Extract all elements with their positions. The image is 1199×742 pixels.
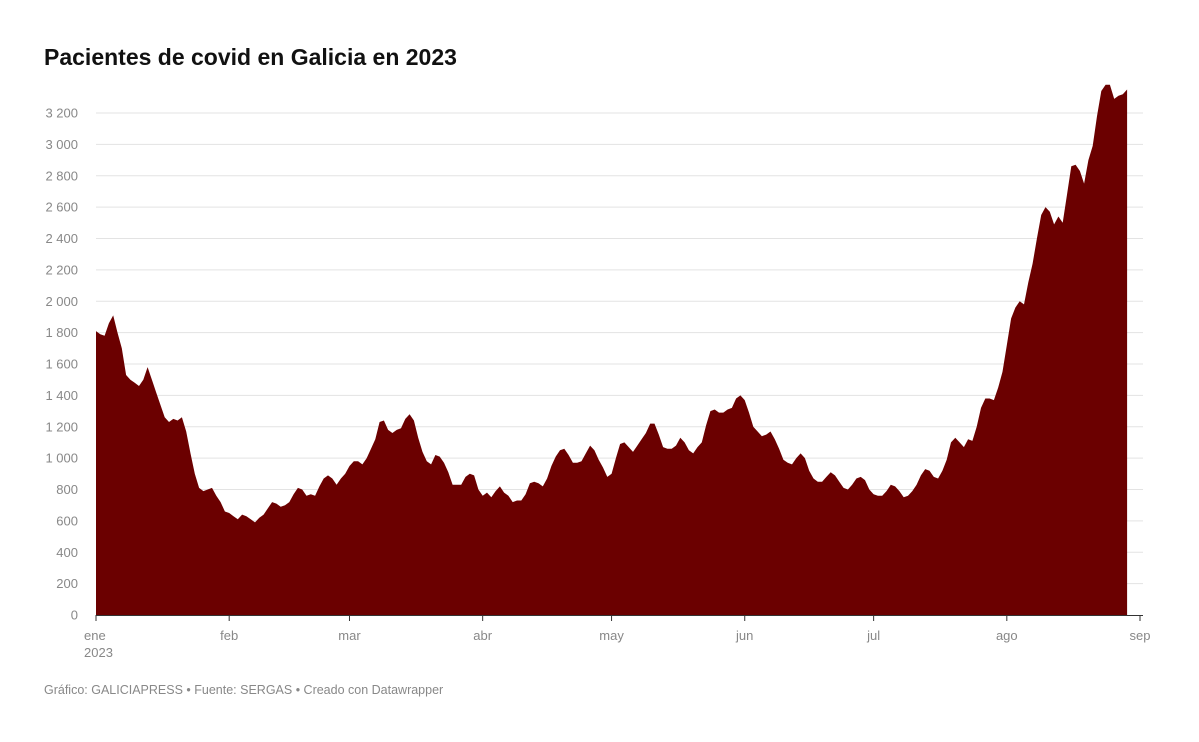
x-tick-label: mar bbox=[338, 628, 361, 643]
y-tick-label: 2 200 bbox=[45, 262, 78, 277]
x-tick-label: ago bbox=[996, 628, 1018, 643]
x-tick-label: may bbox=[599, 628, 624, 643]
y-tick-label: 200 bbox=[56, 576, 78, 591]
y-tick-label: 2 400 bbox=[45, 231, 78, 246]
y-tick-label: 1 400 bbox=[45, 388, 78, 403]
x-axis: ene 2023 feb mar abr may jun jul ago sep bbox=[84, 615, 1151, 660]
area-series bbox=[96, 84, 1128, 616]
y-tick-label: 0 bbox=[71, 608, 78, 623]
chart-footer: Gráfico: GALICIAPRESS • Fuente: SERGAS •… bbox=[44, 683, 444, 697]
x-tick-label: feb bbox=[220, 628, 238, 643]
y-tick-label: 3 200 bbox=[45, 106, 78, 121]
y-axis-labels: 0 200 400 600 800 1 000 1 200 1 400 1 600 1 800 2 … bbox=[45, 106, 78, 623]
y-tick-label: 1 600 bbox=[45, 357, 78, 372]
y-tick-label: 1 200 bbox=[45, 419, 78, 434]
chart-title: Pacientes de covid en Galicia en 2023 bbox=[44, 44, 457, 70]
y-tick-label: 1 000 bbox=[45, 451, 78, 466]
y-tick-label: 1 800 bbox=[45, 325, 78, 340]
y-tick-label: 2 000 bbox=[45, 294, 78, 309]
y-tick-label: 2 800 bbox=[45, 168, 78, 183]
x-tick-label: ene bbox=[84, 628, 106, 643]
area-fill bbox=[96, 84, 1128, 616]
y-tick-label: 2 600 bbox=[45, 200, 78, 215]
y-tick-label: 600 bbox=[56, 513, 78, 528]
y-tick-label: 400 bbox=[56, 545, 78, 560]
x-tick-label: jun bbox=[735, 628, 753, 643]
x-tick-label: sep bbox=[1130, 628, 1151, 643]
x-tick-label: abr bbox=[473, 628, 492, 643]
x-tick-sublabel: 2023 bbox=[84, 645, 113, 660]
x-tick-label: jul bbox=[866, 628, 880, 643]
y-tick-label: 800 bbox=[56, 482, 78, 497]
y-tick-label: 3 000 bbox=[45, 137, 78, 152]
